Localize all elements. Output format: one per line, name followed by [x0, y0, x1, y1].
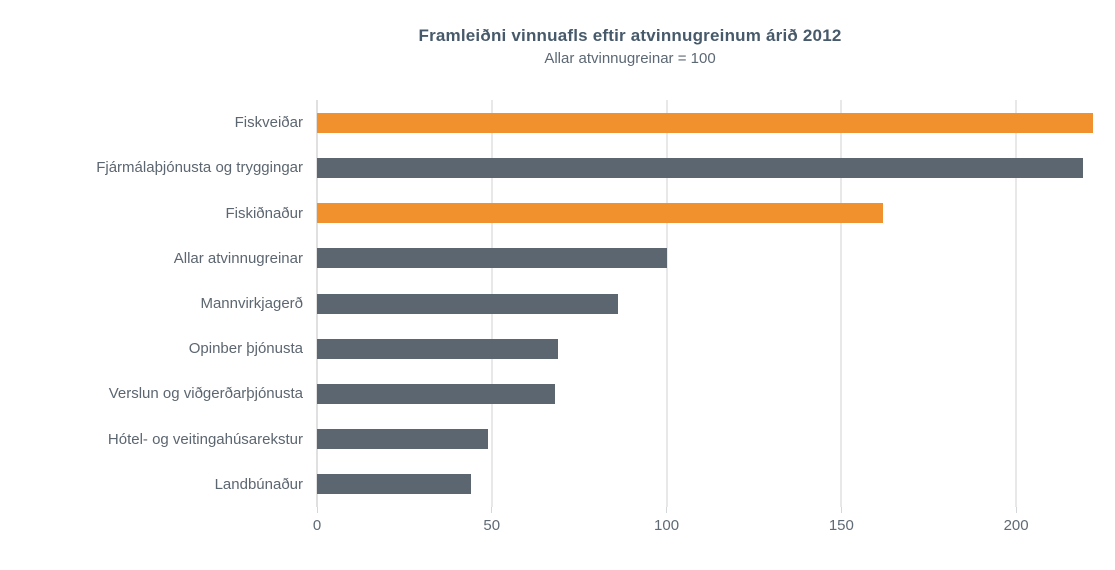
category-label: Fjármálaþjónusta og tryggingar	[96, 159, 303, 177]
x-axis-tick-label: 0	[312, 517, 322, 534]
x-axis-tick	[316, 507, 318, 513]
bar-7	[317, 383, 555, 404]
x-axis-tick	[491, 507, 493, 513]
category-label: Verslun og viðgerðarþjónusta	[108, 385, 303, 403]
category-label: Allar atvinnugreinar	[173, 249, 303, 267]
chart-title: Framleiðni vinnuafls eftir atvinnugreinu…	[418, 26, 842, 45]
x-axis-tick	[840, 507, 842, 513]
x-axis-tick-label: 100	[654, 517, 680, 534]
category-axis: Fiskveiðar Fjármálaþjónusta og tryggingar…	[0, 100, 303, 507]
gridline-200	[1015, 100, 1018, 507]
category-label: Fiskveiðar	[234, 114, 303, 132]
category-label: Fiskiðnaður	[225, 204, 303, 222]
bar-6	[317, 338, 559, 359]
bar-3	[317, 203, 884, 224]
category-label: Mannvirkjagerð	[200, 294, 303, 312]
gridline-100	[665, 100, 668, 507]
x-axis-tick	[666, 507, 668, 513]
category-label: Landbúnaður	[214, 475, 303, 493]
bar-8	[317, 429, 489, 450]
chart-subtitle: Allar atvinnugreinar = 100	[544, 50, 716, 67]
x-axis-tick-label: 50	[483, 517, 501, 534]
bar-1	[317, 112, 1093, 133]
x-axis-tick	[1015, 507, 1017, 513]
category-label: Opinber þjónusta	[188, 340, 303, 358]
bar-2	[317, 157, 1083, 178]
category-label: Hótel- og veitingahúsarekstur	[107, 430, 303, 448]
bar-4	[317, 248, 667, 269]
bar-5	[317, 293, 618, 314]
bar-9	[317, 474, 471, 495]
plot-area	[316, 100, 1100, 507]
x-axis-tick-label: 200	[1003, 517, 1029, 534]
gridline-150	[840, 100, 843, 507]
x-axis-tick-label: 150	[828, 517, 854, 534]
